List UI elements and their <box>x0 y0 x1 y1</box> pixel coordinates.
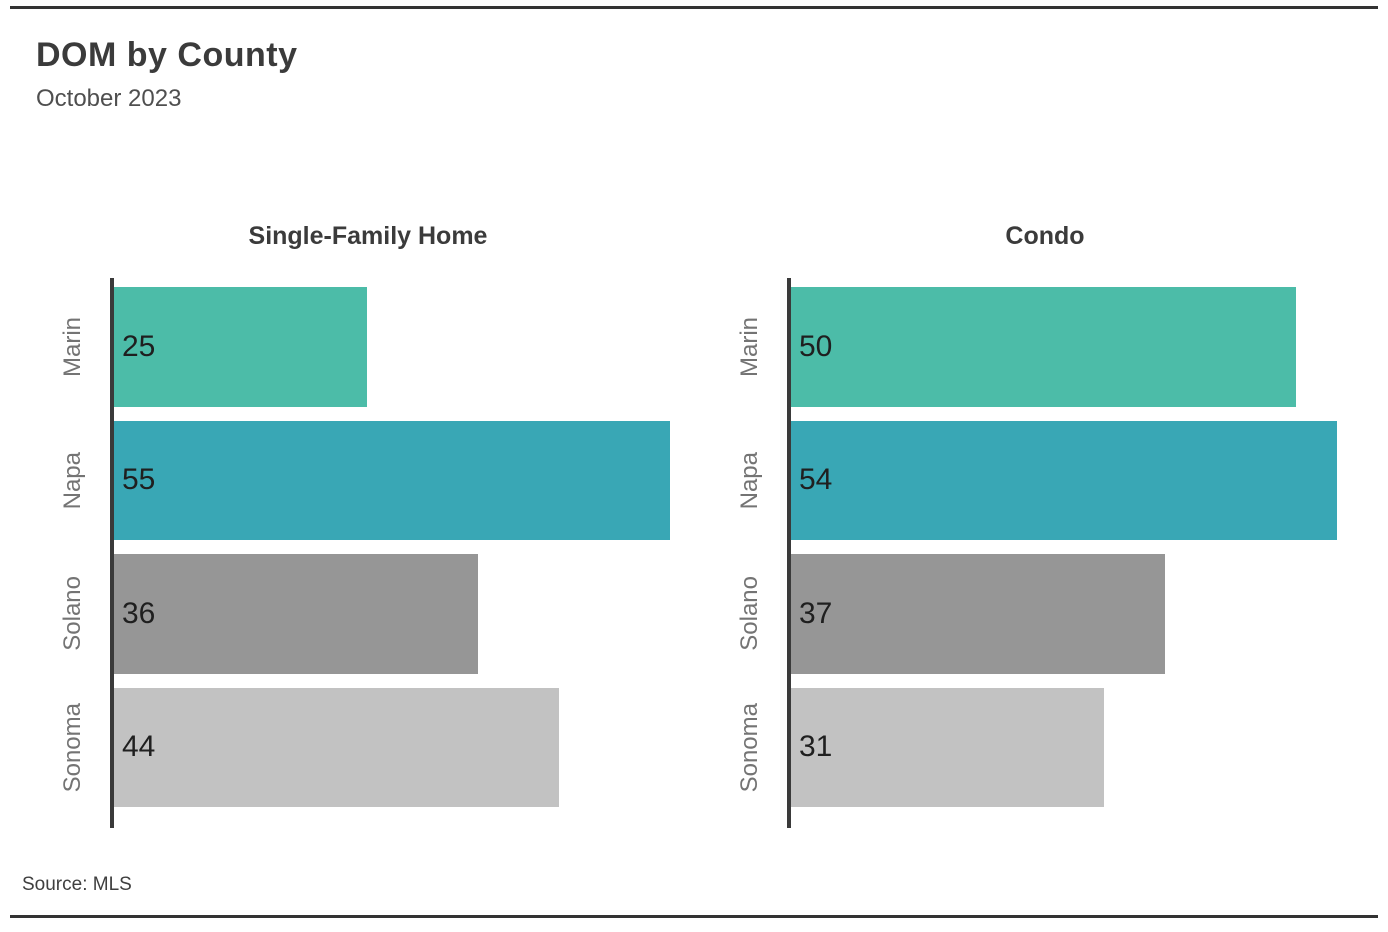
bar-row: 31 <box>791 687 1377 807</box>
bar-value-label: 31 <box>799 730 833 764</box>
bar-sonoma: 31 <box>791 687 1105 807</box>
panel-title-condo: Condo <box>1005 222 1085 250</box>
bar-value-label: 50 <box>799 329 833 363</box>
category-label: Marin <box>59 316 86 377</box>
bar-marin: 25 <box>114 287 367 407</box>
bars-area: 25 55 36 44 <box>110 278 700 828</box>
bar-value-label: 25 <box>122 329 156 363</box>
category-label-cell: Sonoma <box>713 688 787 808</box>
category-label-cell: Marin <box>36 287 110 407</box>
page-title: DOM by County <box>36 36 298 74</box>
panel-single-family: Single-Family Home Marin Napa Solano Sonoma… <box>36 222 700 828</box>
category-label: Sonoma <box>736 702 763 792</box>
page-subtitle: October 2023 <box>36 85 182 112</box>
plot-single-family: Marin Napa Solano Sonoma 25 55 36 44 <box>36 278 700 828</box>
category-label-cell: Solano <box>36 554 110 674</box>
bar-napa: 55 <box>114 420 670 540</box>
category-label: Napa <box>59 451 86 509</box>
bar-value-label: 54 <box>799 463 833 497</box>
bar-row: 50 <box>791 287 1377 407</box>
bar-marin: 50 <box>791 287 1297 407</box>
panel-condo: Condo Marin Napa Solano Sonoma 50 54 37 31 <box>713 222 1377 828</box>
category-label-cell: Sonoma <box>36 688 110 808</box>
category-label-cell: Napa <box>36 421 110 541</box>
bar-napa: 54 <box>791 420 1337 540</box>
category-label: Marin <box>736 316 763 377</box>
bar-row: 37 <box>791 554 1377 674</box>
bars-area: 50 54 37 31 <box>787 278 1377 828</box>
y-axis-labels: Marin Napa Solano Sonoma <box>36 278 110 828</box>
category-label: Napa <box>736 451 763 509</box>
source-note: Source: MLS <box>22 874 132 895</box>
category-label-cell: Napa <box>713 421 787 541</box>
bar-solano: 36 <box>114 554 478 674</box>
chart-panels: Single-Family Home Marin Napa Solano Sonoma… <box>36 222 1377 828</box>
category-label: Sonoma <box>59 702 86 792</box>
bar-value-label: 37 <box>799 596 833 630</box>
top-rule <box>10 6 1378 9</box>
bar-row: 25 <box>114 287 700 407</box>
y-axis-labels: Marin Napa Solano Sonoma <box>713 278 787 828</box>
category-label-cell: Marin <box>713 287 787 407</box>
bar-row: 36 <box>114 554 700 674</box>
category-label-cell: Solano <box>713 554 787 674</box>
chart-header: DOM by County October 2023 <box>36 36 297 113</box>
bar-solano: 37 <box>791 554 1165 674</box>
bar-value-label: 44 <box>122 730 156 764</box>
bar-row: 54 <box>791 420 1377 540</box>
bar-row: 55 <box>114 420 700 540</box>
bar-value-label: 36 <box>122 596 156 630</box>
category-label: Solano <box>59 576 86 652</box>
panel-title-single-family: Single-Family Home <box>248 222 488 250</box>
plot-condo: Marin Napa Solano Sonoma 50 54 37 31 <box>713 278 1377 828</box>
bar-sonoma: 44 <box>114 687 559 807</box>
bar-value-label: 55 <box>122 463 156 497</box>
bottom-rule <box>10 915 1378 918</box>
bar-row: 44 <box>114 687 700 807</box>
category-label: Solano <box>736 576 763 652</box>
